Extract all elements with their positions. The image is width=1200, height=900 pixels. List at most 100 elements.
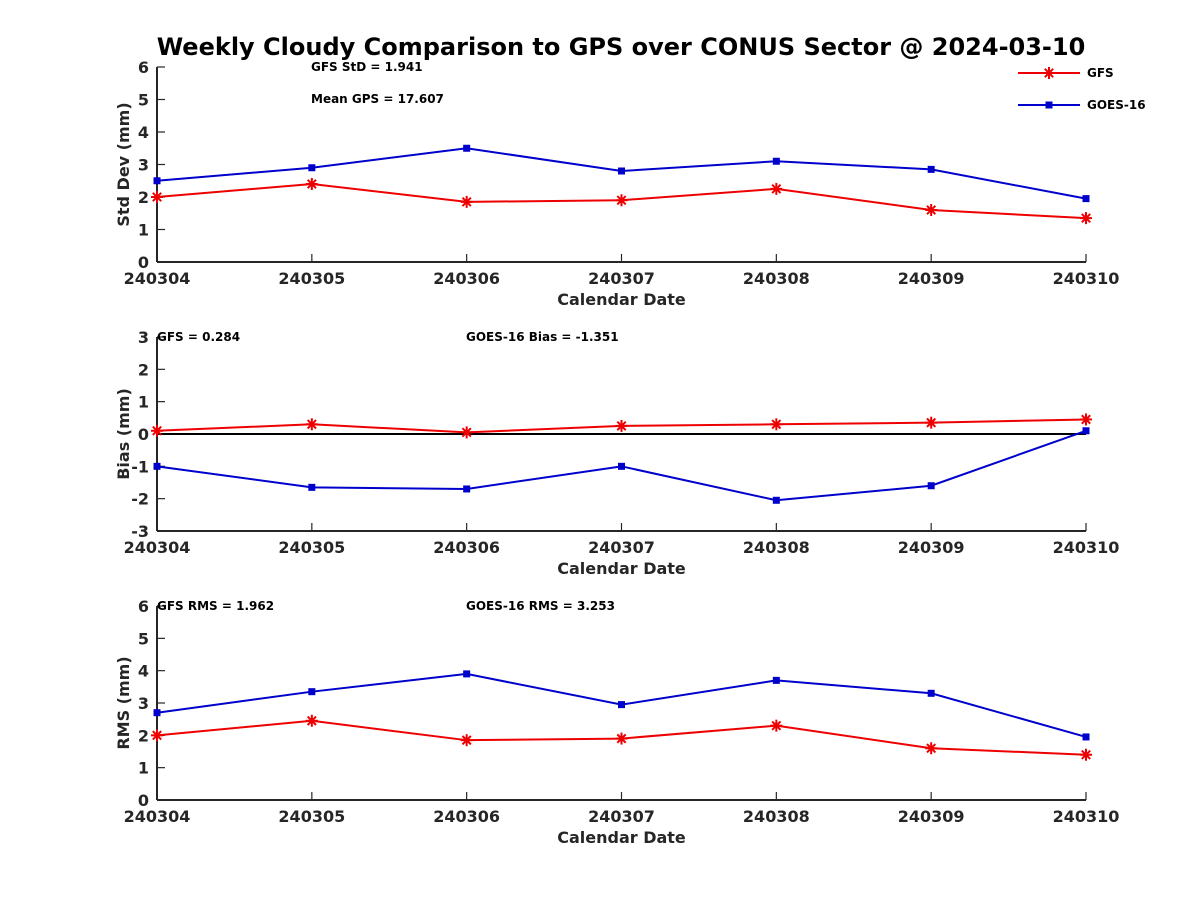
data-point-gfs [1080,212,1092,225]
y-tick-label: 2 [138,188,149,207]
x-tick-label: 240309 [898,538,965,557]
y-tick-label: 4 [138,662,149,681]
panel-3: 0 1 2 3 4 5 6 240304 240305 240306 240307 240308 240… [114,597,1119,847]
data-point-gfs [1080,748,1092,761]
legend-label-goes16: GOES-16 [1087,98,1146,112]
y-tick-label: 3 [138,328,149,347]
data-point-gfs [151,424,163,437]
x-tick-label: 240304 [124,269,191,288]
x-axis-label: Calendar Date [557,828,686,847]
stat-annotation: Mean GPS = 17.607 [311,92,444,106]
y-tick-label: 5 [138,629,149,648]
x-tick-label: 240308 [743,538,810,557]
data-point-gfs [305,178,318,190]
data-point-gfs [305,418,318,431]
data-point-gfs [925,204,938,216]
stat-annotation: GFS RMS = 1.962 [157,599,274,613]
x-tick-label: 240306 [433,538,500,557]
x-tick-label: 240305 [278,807,345,826]
x-tick-label: 240309 [898,807,965,826]
y-axis-label: Std Dev (mm) [114,102,133,226]
data-point-gfs [305,714,318,727]
y-tick-label: 2 [138,360,149,379]
y-tick-label: 3 [138,694,149,713]
x-tick-label: 240307 [588,807,655,826]
y-tick-label: 0 [138,791,149,810]
data-point-goes16 [1082,195,1090,203]
x-tick-label: 240306 [433,269,500,288]
x-axis-label: Calendar Date [557,559,686,578]
data-point-gfs [770,719,783,732]
y-tick-label: 3 [138,156,149,175]
data-point-goes16 [618,462,625,470]
x-tick-label: 240310 [1053,538,1120,557]
data-point-gfs [615,732,628,745]
x-tick-label: 240308 [743,269,810,288]
stat-annotation: GOES-16 Bias = -1.351 [466,330,619,344]
legend-label-gfs: GFS [1087,66,1114,80]
x-tick-label: 240305 [278,269,345,288]
data-point-goes16 [153,709,161,717]
y-tick-label: 6 [138,597,149,616]
panel-2: -3 -2 -1 0 1 2 3 240304 240305 240306 240307 240308… [114,328,1119,578]
x-tick-label: 240306 [433,807,500,826]
data-point-gfs [460,734,473,747]
legend-marker-gfs [1043,67,1055,79]
data-point-gfs [615,419,628,432]
data-point-gfs [770,182,783,195]
data-point-goes16 [463,485,471,493]
data-point-goes16 [1082,733,1090,741]
data-point-goes16 [463,144,471,152]
x-tick-label: 240310 [1053,807,1120,826]
data-point-gfs [460,426,473,439]
data-point-goes16 [927,165,935,173]
data-point-goes16 [772,676,780,684]
data-point-goes16 [463,670,471,678]
y-tick-label: 1 [138,759,149,778]
panel-1: 0 1 2 3 4 5 6 240304 240305 240306 240307 240308 240… [114,58,1119,309]
x-tick-label: 240305 [278,538,345,557]
stat-annotation: GFS = 0.284 [157,330,240,344]
x-tick-label: 240310 [1053,269,1120,288]
x-tick-label: 240307 [588,269,655,288]
data-point-goes16 [772,157,780,165]
y-tick-label: 0 [138,253,149,272]
data-point-gfs [151,729,163,742]
data-point-goes16 [618,701,625,709]
stat-annotation: GFS StD = 1.941 [311,60,423,74]
data-point-goes16 [308,688,316,696]
x-axis-label: Calendar Date [557,290,686,309]
data-point-goes16 [772,496,780,504]
y-tick-label: 0 [138,425,149,444]
data-point-gfs [1080,413,1092,426]
y-tick-label: -2 [131,490,149,509]
data-point-gfs [460,195,473,208]
data-point-gfs [615,194,628,207]
x-tick-label: 240308 [743,807,810,826]
x-tick-label: 240307 [588,538,655,557]
data-point-gfs [151,191,163,203]
data-point-goes16 [153,462,161,470]
x-tick-label: 240304 [124,538,191,557]
y-tick-label: 1 [138,393,149,412]
y-axis-label: RMS (mm) [114,656,133,749]
y-axis-label: Bias (mm) [114,388,133,480]
y-tick-label: 1 [138,221,149,240]
y-tick-label: -3 [131,522,149,541]
data-point-goes16 [927,689,935,697]
y-tick-label: 6 [138,58,149,77]
data-point-goes16 [308,483,316,491]
legend-marker-goes16 [1045,101,1053,109]
stat-annotation: GOES-16 RMS = 3.253 [466,599,615,613]
y-tick-label: 4 [138,123,149,142]
x-tick-label: 240304 [124,807,191,826]
x-tick-label: 240309 [898,269,965,288]
data-point-goes16 [618,167,625,175]
y-tick-label: 2 [138,726,149,745]
data-point-goes16 [1082,427,1090,435]
data-point-goes16 [308,164,316,172]
data-point-gfs [925,416,938,429]
chart-title: Weekly Cloudy Comparison to GPS over CON… [157,33,1086,61]
data-point-goes16 [153,177,161,185]
